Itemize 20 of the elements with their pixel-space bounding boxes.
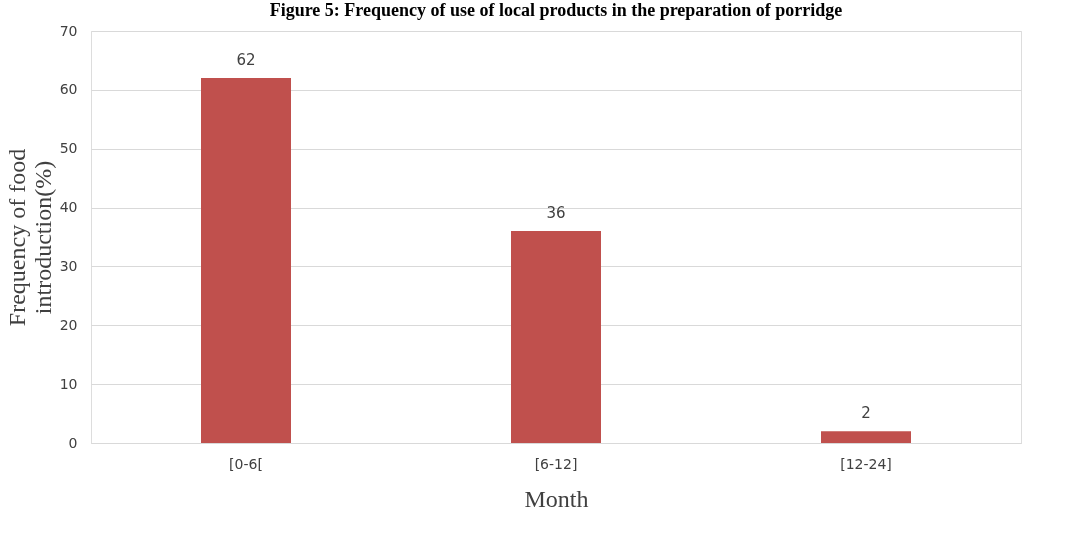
x-tick-label: [0-6[ bbox=[229, 455, 263, 472]
y-tick-label: 20 bbox=[59, 316, 78, 333]
bar bbox=[821, 431, 911, 443]
bar bbox=[511, 231, 601, 443]
data-label: 36 bbox=[546, 204, 566, 223]
bar bbox=[201, 78, 291, 443]
y-tick-label: 60 bbox=[59, 81, 78, 98]
data-label: 2 bbox=[861, 404, 871, 423]
chart-title: Figure 5: Frequency of use of local products in the preparation of porridge bbox=[269, 0, 843, 20]
x-tick-label: [6-12] bbox=[534, 455, 578, 472]
y-tick-label: 10 bbox=[59, 375, 78, 392]
x-axis-title: Month bbox=[524, 485, 589, 512]
y-tick-label: 30 bbox=[59, 257, 78, 274]
y-tick-label: 0 bbox=[68, 434, 78, 451]
y-tick-label: 50 bbox=[59, 140, 78, 157]
x-tick-label: [12-24] bbox=[840, 455, 892, 472]
y-axis-title: Frequency of food introduction(%) bbox=[3, 148, 56, 327]
y-tick-label: 40 bbox=[59, 199, 78, 216]
y-tick-label: 70 bbox=[59, 22, 78, 39]
data-label: 62 bbox=[236, 51, 256, 70]
